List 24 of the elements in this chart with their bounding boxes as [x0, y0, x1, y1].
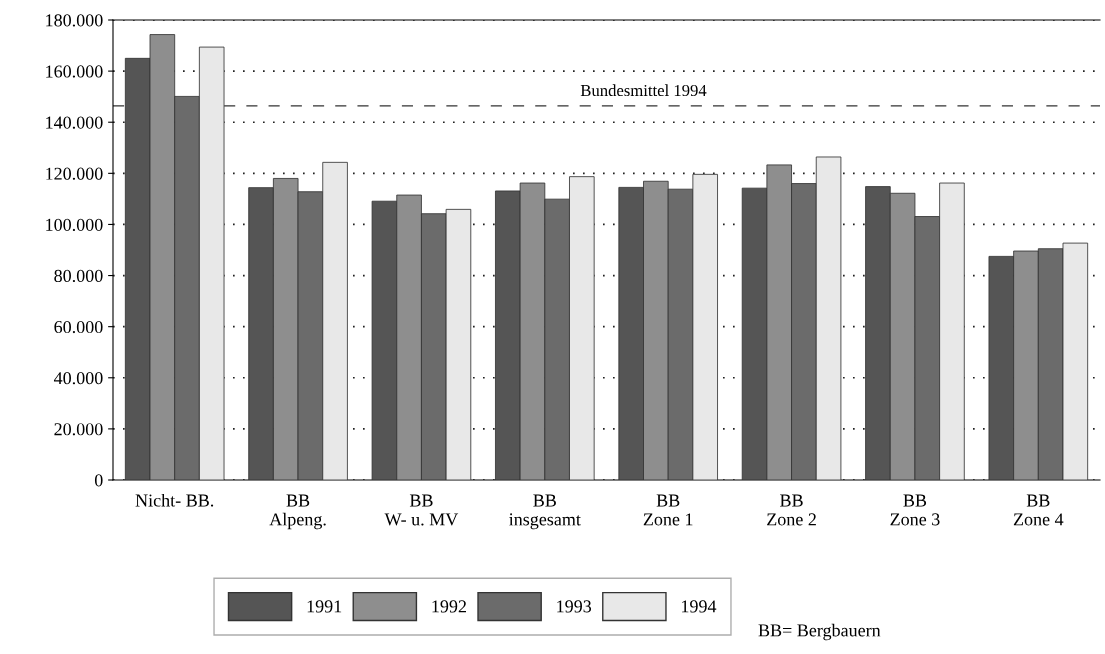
legend-label: 1994	[682, 600, 717, 613]
y-tick-label: 100.000	[46, 218, 103, 231]
x-tick-label: BB Alpeng.	[269, 494, 326, 530]
x-tick-label: Nicht- BB.	[135, 493, 214, 507]
ref-line-label: Bundesmittel 1994	[580, 84, 707, 97]
y-tick-label: 0	[94, 474, 103, 487]
y-tick-label: 140.000	[46, 116, 103, 129]
x-tick-label: BB insgesamt	[509, 494, 581, 530]
legend-label: 1991	[307, 600, 342, 613]
y-tick-label: 120.000	[46, 167, 103, 180]
y-tick-label: 60.000	[54, 320, 103, 334]
y-tick-label: 180.000	[46, 14, 103, 27]
y-tick-label: 40.000	[53, 372, 103, 385]
x-tick-label: BB Zone 2	[767, 494, 816, 526]
y-tick-label: 20.000	[54, 423, 103, 436]
text: BB= Bergbauern	[758, 623, 881, 641]
legend-label: 1993	[557, 600, 592, 613]
y-tick-label: 80.000	[54, 269, 103, 283]
y-tick-label: 160.000	[46, 65, 103, 78]
x-tick-label: BB Zone 3	[890, 494, 940, 526]
legend-label: 1992	[432, 600, 466, 613]
x-tick-label: BB W- u. MV	[384, 494, 459, 526]
x-tick-label: BB Zone 4	[1013, 494, 1064, 526]
x-tick-label: BB Zone 1	[643, 494, 693, 526]
